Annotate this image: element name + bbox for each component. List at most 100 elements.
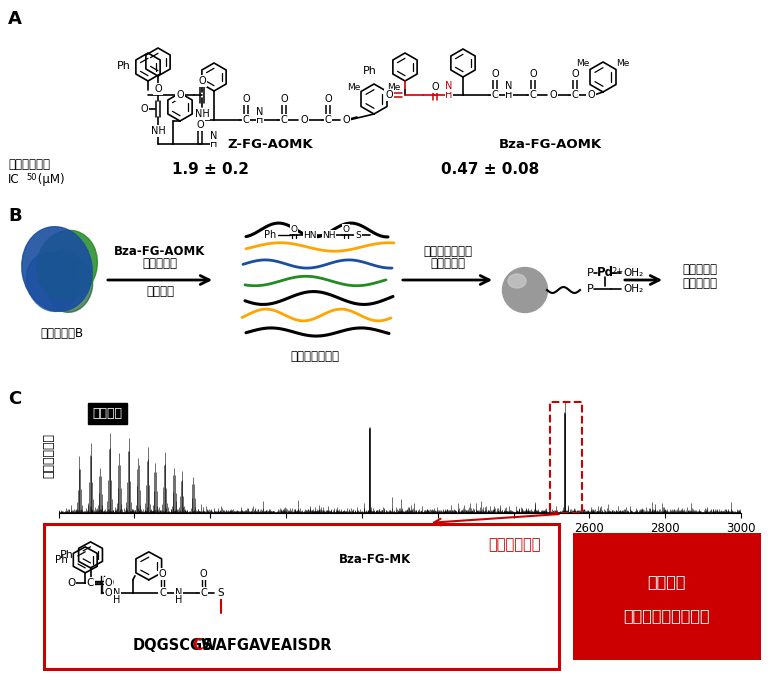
Text: O: O	[324, 94, 331, 104]
Text: C: C	[200, 588, 207, 598]
Text: H: H	[445, 90, 452, 100]
Text: C: C	[491, 90, 498, 100]
Text: N: N	[211, 131, 218, 141]
Text: Pd: Pd	[597, 266, 614, 279]
Text: O: O	[158, 569, 166, 579]
X-axis label: m/z（分子量）: m/z（分子量）	[370, 541, 430, 554]
Text: O: O	[197, 120, 204, 130]
Text: Ph: Ph	[60, 550, 73, 560]
Text: Ph: Ph	[55, 555, 69, 565]
Text: O: O	[431, 82, 439, 92]
Text: C: C	[572, 90, 579, 100]
Text: Me: Me	[388, 83, 401, 92]
Text: Bza-FG-AOMK: Bza-FG-AOMK	[498, 138, 601, 151]
Text: C: C	[8, 390, 21, 408]
Text: ペプチド混合物: ペプチド混合物	[290, 350, 339, 363]
Text: Ph: Ph	[117, 61, 131, 71]
Text: O: O	[529, 69, 537, 79]
Text: O: O	[154, 84, 161, 94]
Text: O: O	[491, 69, 499, 79]
Text: O: O	[549, 90, 557, 100]
Text: HN: HN	[303, 230, 317, 239]
Text: 結合部位同定に成功: 結合部位同定に成功	[623, 608, 711, 623]
Text: O: O	[200, 569, 207, 579]
Text: P: P	[587, 268, 594, 278]
Text: 修飾ペプチド: 修飾ペプチド	[488, 537, 541, 552]
Text: H: H	[505, 90, 512, 100]
Text: O: O	[342, 224, 349, 233]
Text: Z-FG-AOMK: Z-FG-AOMK	[227, 138, 313, 151]
Text: 50: 50	[26, 173, 37, 182]
Text: C: C	[192, 638, 203, 653]
Y-axis label: シグナル強度: シグナル強度	[43, 433, 55, 478]
Text: 質量分析法: 質量分析法	[682, 263, 718, 276]
Text: Bza-FG-MK: Bza-FG-MK	[339, 553, 412, 566]
Text: NH: NH	[322, 230, 335, 239]
Text: N: N	[175, 588, 182, 598]
Text: 2+: 2+	[611, 267, 623, 276]
Text: による精製: による精製	[431, 257, 466, 270]
Text: NH: NH	[195, 109, 209, 119]
Text: H: H	[257, 115, 264, 125]
Text: Me: Me	[576, 59, 590, 69]
Text: O: O	[571, 69, 579, 79]
Text: O: O	[105, 578, 112, 588]
Text: パラジウム錯体: パラジウム錯体	[424, 245, 473, 258]
Text: DQGSCGS: DQGSCGS	[133, 638, 214, 653]
Text: 1.9 ± 0.2: 1.9 ± 0.2	[172, 162, 249, 177]
Text: 溶出画分: 溶出画分	[93, 407, 122, 420]
Ellipse shape	[49, 250, 79, 275]
Text: C: C	[530, 90, 537, 100]
Text: H: H	[211, 139, 218, 149]
Text: C: C	[159, 588, 166, 598]
Text: O: O	[105, 578, 114, 588]
Text: による解析: による解析	[682, 277, 718, 290]
Text: O: O	[242, 94, 250, 104]
Text: 酵素阔害活性: 酵素阔害活性	[8, 158, 50, 171]
Text: C: C	[243, 115, 250, 125]
Text: O: O	[300, 115, 308, 125]
Text: P: P	[587, 284, 594, 294]
Text: O: O	[105, 588, 112, 598]
Text: OH₂: OH₂	[623, 284, 644, 294]
Text: N: N	[113, 588, 121, 598]
Text: Me: Me	[616, 59, 629, 69]
Text: C: C	[324, 115, 331, 125]
Text: O: O	[198, 76, 206, 86]
Text: OH₂: OH₂	[623, 268, 644, 278]
Text: N: N	[445, 81, 452, 91]
Text: O: O	[290, 224, 297, 233]
Text: B: B	[8, 207, 22, 225]
Ellipse shape	[508, 274, 526, 288]
Text: 酵素消化: 酵素消化	[146, 285, 174, 298]
Bar	[550, 402, 582, 513]
Text: IC: IC	[8, 173, 20, 186]
Ellipse shape	[27, 252, 78, 312]
Text: N: N	[505, 81, 512, 91]
Text: H: H	[113, 595, 121, 605]
Text: C: C	[87, 578, 94, 588]
Text: A: A	[8, 10, 22, 28]
Text: N: N	[257, 107, 264, 117]
Text: WAFGAVEAISDR: WAFGAVEAISDR	[200, 638, 332, 653]
Text: O: O	[587, 90, 595, 100]
Ellipse shape	[48, 257, 93, 312]
Text: NH: NH	[151, 126, 165, 136]
Ellipse shape	[22, 227, 92, 311]
Text: O: O	[140, 104, 148, 114]
Text: O: O	[280, 94, 288, 104]
Text: S: S	[218, 588, 224, 598]
Text: H: H	[175, 595, 182, 605]
Text: Ph: Ph	[363, 66, 377, 76]
Text: C: C	[281, 115, 287, 125]
Text: Ph: Ph	[264, 230, 276, 240]
Ellipse shape	[41, 252, 76, 297]
Text: カテプシンB: カテプシンB	[41, 327, 83, 340]
Text: S: S	[355, 230, 361, 239]
Text: Me: Me	[347, 83, 360, 92]
Ellipse shape	[502, 268, 548, 312]
Text: 阔害剤の: 阔害剤の	[647, 574, 686, 589]
Text: 0.47 ± 0.08: 0.47 ± 0.08	[441, 162, 539, 177]
Text: O: O	[176, 90, 184, 100]
Text: O: O	[385, 90, 393, 100]
